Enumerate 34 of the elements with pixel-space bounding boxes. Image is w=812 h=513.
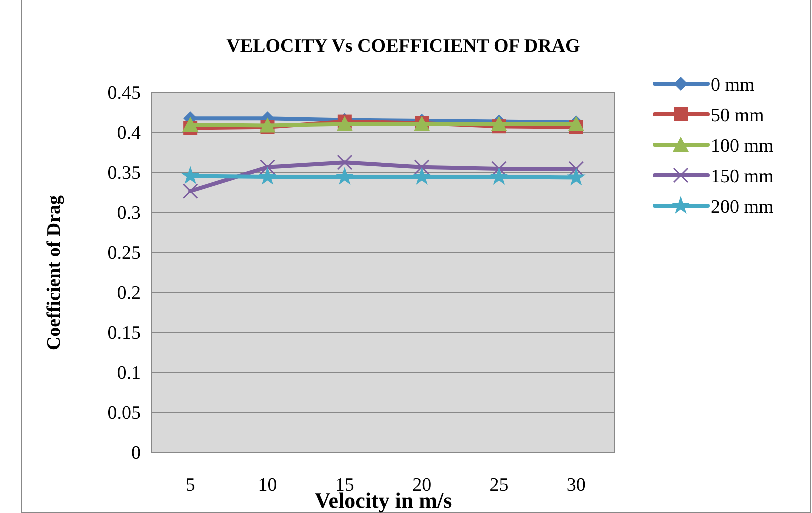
x-tick-label: 10: [258, 475, 278, 496]
y-tick-label: 0: [132, 443, 141, 464]
y-tick-label: 0.2: [117, 283, 141, 304]
legend-label: 0 mm: [711, 75, 756, 96]
y-tick-label: 0.1: [117, 363, 141, 384]
y-tick-label: 0.05: [108, 403, 141, 424]
point: [260, 160, 276, 176]
y-tick-label: 0.4: [117, 123, 142, 144]
y-tick-label: 0.45: [108, 83, 141, 104]
x-tick-label: 5: [186, 475, 196, 496]
y-axis-title: Coefficient of Drag: [44, 194, 65, 351]
legend-label: 100 mm: [711, 136, 774, 157]
x-tick-label: 25: [490, 475, 509, 496]
chart-title: VELOCITY Vs COEFFICIENT OF DRAG: [226, 36, 581, 57]
y-tick-label: 0.15: [108, 323, 141, 344]
point: [336, 167, 354, 186]
y-tick-label: 0.25: [108, 243, 141, 264]
x-tick-label: 30: [566, 475, 586, 496]
point: [567, 168, 586, 186]
point: [258, 167, 278, 186]
point: [412, 167, 432, 186]
point: [181, 166, 200, 184]
point: [490, 167, 509, 186]
x-tick-label: 20: [412, 475, 432, 496]
legend-label: 50 mm: [711, 106, 765, 126]
point: [337, 154, 353, 170]
point: [182, 184, 198, 200]
point: [568, 161, 584, 177]
legend-label: 200 mm: [711, 197, 774, 218]
y-tick-label: 0.35: [108, 163, 141, 184]
y-tick-label: 0.3: [117, 203, 141, 224]
point: [182, 117, 199, 132]
point: [414, 160, 430, 176]
legend-label: 150 mm: [711, 166, 774, 188]
